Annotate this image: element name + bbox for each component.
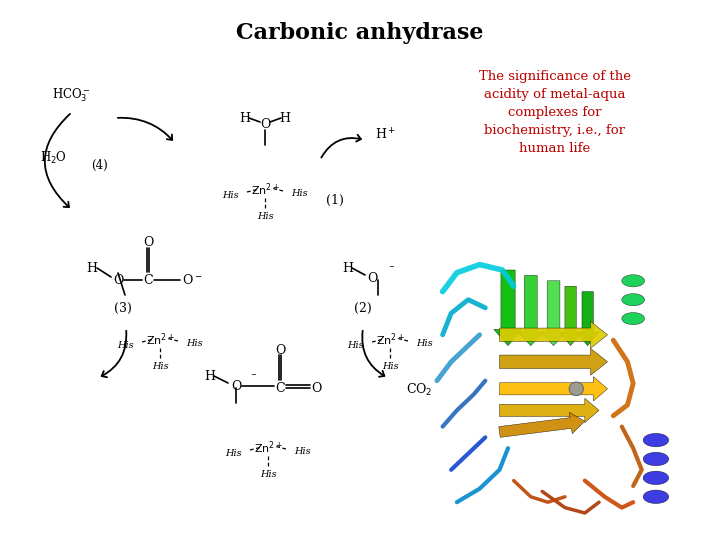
Text: His: His	[382, 362, 398, 371]
Text: C: C	[143, 273, 153, 287]
Text: H: H	[86, 261, 97, 274]
Text: H: H	[343, 261, 354, 274]
Text: H: H	[240, 111, 251, 125]
Text: H$_2$O: H$_2$O	[40, 150, 67, 166]
Text: $\mathsf{Zn^{2+}}$: $\mathsf{Zn^{2+}}$	[376, 332, 405, 348]
FancyArrow shape	[576, 292, 599, 346]
FancyArrow shape	[494, 270, 522, 346]
Ellipse shape	[622, 275, 644, 287]
Text: His: His	[291, 188, 307, 198]
Text: O: O	[311, 381, 321, 395]
Text: His: His	[117, 341, 134, 350]
Text: $^{-}$: $^{-}$	[251, 374, 258, 382]
Text: His: His	[257, 212, 274, 221]
FancyArrow shape	[518, 275, 544, 346]
Text: His: His	[152, 362, 168, 371]
Ellipse shape	[643, 453, 669, 465]
Text: $^{-}$: $^{-}$	[389, 266, 395, 274]
Ellipse shape	[622, 294, 644, 306]
FancyArrow shape	[500, 398, 599, 422]
Text: $\mathsf{Zn^{2+}}$: $\mathsf{Zn^{2+}}$	[253, 440, 282, 456]
Text: HCO$_3^-$: HCO$_3^-$	[52, 86, 91, 104]
Text: His: His	[347, 341, 364, 350]
Text: H: H	[279, 111, 290, 125]
Ellipse shape	[643, 471, 669, 485]
Text: $\mathsf{Zn^{2+}}$: $\mathsf{Zn^{2+}}$	[145, 332, 174, 348]
Text: His: His	[294, 447, 310, 456]
Text: H$^+$: H$^+$	[375, 127, 396, 143]
Text: His: His	[222, 192, 239, 200]
Ellipse shape	[643, 490, 669, 503]
Text: His: His	[260, 470, 276, 479]
Text: (2): (2)	[354, 301, 372, 314]
Text: $\mathsf{Zn^{2+}}$: $\mathsf{Zn^{2+}}$	[251, 181, 279, 198]
FancyArrow shape	[500, 377, 608, 401]
Text: CO$_2$: CO$_2$	[406, 382, 433, 398]
Text: His: His	[416, 339, 433, 348]
Text: Carbonic anhydrase: Carbonic anhydrase	[236, 22, 484, 44]
Text: H: H	[204, 369, 215, 382]
FancyArrow shape	[541, 281, 567, 346]
Ellipse shape	[622, 313, 644, 325]
Text: (3): (3)	[114, 301, 132, 314]
Text: His: His	[225, 449, 242, 458]
FancyArrow shape	[500, 348, 608, 375]
Text: O: O	[143, 235, 153, 248]
Text: O: O	[260, 118, 270, 132]
Ellipse shape	[643, 433, 669, 447]
Text: His: His	[186, 339, 202, 348]
Text: The significance of the
acidity of metal-aqua
complexes for
biochemistry, i.e., : The significance of the acidity of metal…	[479, 70, 631, 155]
Text: O: O	[231, 380, 241, 393]
FancyArrow shape	[499, 412, 585, 437]
Ellipse shape	[570, 382, 583, 395]
Text: O$^-$: O$^-$	[182, 273, 202, 287]
FancyArrow shape	[559, 286, 582, 346]
Text: O: O	[275, 343, 285, 356]
Text: O: O	[113, 273, 123, 287]
Text: O: O	[366, 272, 377, 285]
Text: C: C	[275, 381, 285, 395]
FancyArrow shape	[500, 321, 608, 348]
Text: (1): (1)	[326, 193, 344, 206]
Text: (4): (4)	[91, 159, 109, 172]
